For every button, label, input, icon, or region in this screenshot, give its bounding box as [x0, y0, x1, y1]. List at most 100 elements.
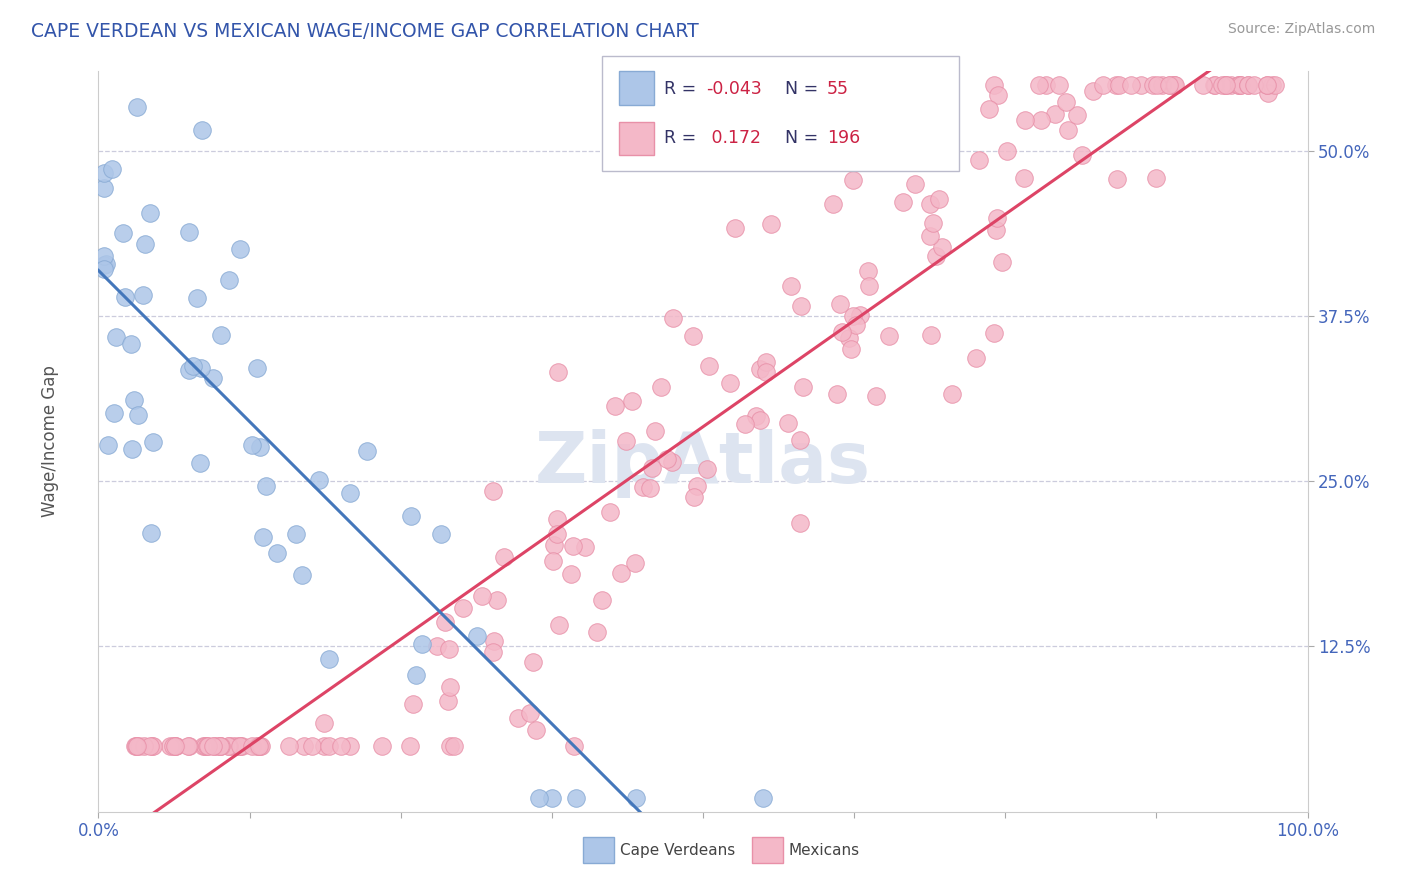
- Point: [405, 667, 427, 681]
- Point: [682, 329, 704, 343]
- Point: [277, 739, 299, 753]
- Point: [685, 479, 707, 493]
- Point: [696, 461, 718, 475]
- Point: [127, 100, 149, 114]
- Point: [193, 739, 215, 753]
- Point: [125, 739, 148, 753]
- Point: [141, 739, 163, 753]
- Point: [904, 177, 927, 191]
- Point: [792, 380, 814, 394]
- Text: Source: ZipAtlas.com: Source: ZipAtlas.com: [1227, 22, 1375, 37]
- Point: [547, 366, 569, 380]
- Point: [1227, 78, 1250, 92]
- Point: [105, 330, 128, 344]
- Point: [858, 279, 880, 293]
- Text: ZipAtlas: ZipAtlas: [536, 429, 870, 499]
- Point: [159, 739, 181, 753]
- Point: [486, 593, 509, 607]
- Point: [356, 444, 378, 458]
- Point: [291, 568, 314, 582]
- Point: [201, 739, 224, 753]
- Point: [240, 739, 263, 753]
- Point: [640, 460, 662, 475]
- Point: [93, 166, 115, 180]
- Point: [662, 310, 685, 325]
- Point: [574, 540, 596, 554]
- Point: [1054, 95, 1077, 109]
- Point: [697, 359, 720, 373]
- Point: [1159, 78, 1181, 92]
- Point: [411, 637, 433, 651]
- Text: Mexicans: Mexicans: [789, 843, 860, 857]
- Text: 0.172: 0.172: [706, 129, 761, 147]
- Point: [1220, 78, 1243, 92]
- Point: [891, 195, 914, 210]
- Point: [439, 680, 461, 694]
- Point: [1215, 78, 1237, 92]
- Point: [1142, 78, 1164, 92]
- Point: [205, 739, 228, 753]
- Point: [402, 698, 425, 712]
- Point: [749, 413, 772, 427]
- Point: [759, 217, 782, 231]
- Point: [1012, 171, 1035, 186]
- Point: [1057, 123, 1080, 137]
- Point: [433, 615, 456, 630]
- Text: -0.043: -0.043: [706, 80, 762, 98]
- Point: [249, 739, 271, 753]
- Point: [1081, 84, 1104, 98]
- Point: [103, 406, 125, 420]
- Point: [1211, 78, 1233, 92]
- Point: [181, 359, 204, 373]
- Point: [1157, 78, 1180, 92]
- Point: [603, 400, 626, 414]
- Point: [399, 739, 422, 753]
- Point: [228, 739, 250, 753]
- Point: [122, 392, 145, 407]
- Point: [1108, 78, 1130, 92]
- Point: [371, 739, 394, 753]
- Point: [1092, 78, 1115, 92]
- Point: [508, 711, 530, 725]
- Point: [229, 243, 252, 257]
- Point: [128, 739, 150, 753]
- Point: [165, 739, 187, 753]
- Point: [249, 440, 271, 454]
- Point: [111, 226, 134, 240]
- Point: [312, 739, 335, 753]
- Point: [655, 452, 678, 467]
- Point: [139, 206, 162, 220]
- Point: [527, 791, 550, 805]
- Point: [142, 739, 165, 753]
- Point: [1071, 148, 1094, 162]
- Point: [650, 380, 672, 394]
- Point: [494, 549, 516, 564]
- Point: [190, 360, 212, 375]
- Point: [465, 629, 488, 643]
- Point: [644, 425, 666, 439]
- Point: [638, 481, 661, 495]
- Point: [830, 296, 852, 310]
- Point: [186, 291, 208, 305]
- Point: [209, 739, 232, 753]
- Point: [252, 530, 274, 544]
- Point: [217, 739, 239, 753]
- Point: [1152, 78, 1174, 92]
- Point: [165, 739, 187, 753]
- Point: [330, 739, 353, 753]
- Point: [195, 739, 218, 753]
- Point: [522, 655, 544, 669]
- Point: [841, 309, 863, 323]
- Point: [831, 325, 853, 339]
- Point: [967, 153, 990, 167]
- Point: [134, 236, 156, 251]
- Point: [586, 624, 609, 639]
- Point: [482, 483, 505, 498]
- Point: [93, 180, 115, 194]
- Point: [482, 634, 505, 648]
- Point: [439, 739, 461, 753]
- Point: [858, 264, 880, 278]
- Text: R =: R =: [664, 80, 702, 98]
- Point: [339, 739, 361, 753]
- Point: [1261, 78, 1284, 92]
